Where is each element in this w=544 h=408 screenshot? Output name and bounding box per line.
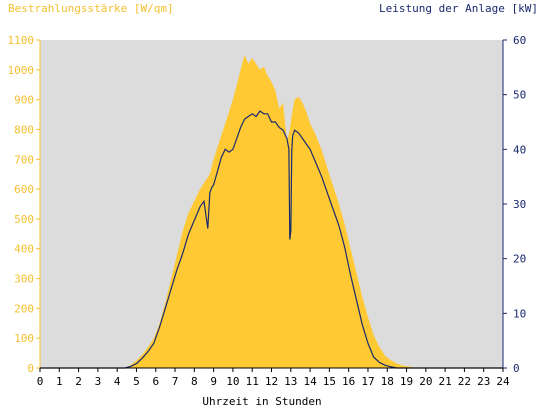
series-irradiance-area [40,54,503,369]
left-tick-label: 400 [14,243,34,256]
x-tick-label: 9 [210,375,217,388]
left-tick-label: 900 [14,94,34,107]
x-tick-label: 16 [342,375,355,388]
x-tick-label: 5 [133,375,140,388]
x-tick-label: 20 [419,375,432,388]
left-tick-label: 0 [27,362,34,375]
x-tick-label: 4 [114,375,121,388]
right-tick-label: 30 [513,198,526,211]
right-tick-label: 50 [513,89,526,102]
x-tick-label: 10 [226,375,239,388]
x-axis-title: Uhrzeit in Stunden [202,395,321,408]
right-tick-label: 0 [513,362,520,375]
left-tick-label: 800 [14,123,34,136]
left-tick-label: 200 [14,302,34,315]
x-tick-label: 12 [265,375,278,388]
x-tick-label: 15 [323,375,336,388]
x-tick-label: 23 [477,375,490,388]
x-tick-label: 21 [439,375,452,388]
x-tick-label: 0 [37,375,44,388]
left-axis-title: Bestrahlungsstärke [W/qm] [8,2,174,15]
x-tick-label: 8 [191,375,198,388]
left-tick-label: 1000 [8,64,35,77]
right-tick-label: 60 [513,34,526,47]
right-tick-label: 10 [513,307,526,320]
x-tick-label: 18 [381,375,394,388]
x-tick-label: 19 [400,375,413,388]
x-tick-label: 14 [303,375,317,388]
x-tick-label: 2 [75,375,82,388]
right-tick-label: 40 [513,143,526,156]
x-tick-label: 13 [284,375,297,388]
left-tick-label: 700 [14,153,34,166]
left-tick-label: 300 [14,273,34,286]
series-power-line [40,110,503,369]
x-tick-label: 24 [496,375,510,388]
x-tick-label: 22 [458,375,471,388]
left-tick-label: 1100 [8,34,35,47]
left-tick-label: 500 [14,213,34,226]
x-tick-label: 3 [95,375,102,388]
right-tick-label: 20 [513,253,526,266]
x-tick-label: 17 [361,375,374,388]
left-tick-label: 600 [14,183,34,196]
left-tick-label: 100 [14,332,34,345]
right-axis-title: Leistung der Anlage [kW] [379,2,538,15]
x-tick-label: 1 [56,375,63,388]
x-tick-label: 11 [246,375,259,388]
x-tick-label: 6 [152,375,159,388]
x-tick-label: 7 [172,375,179,388]
